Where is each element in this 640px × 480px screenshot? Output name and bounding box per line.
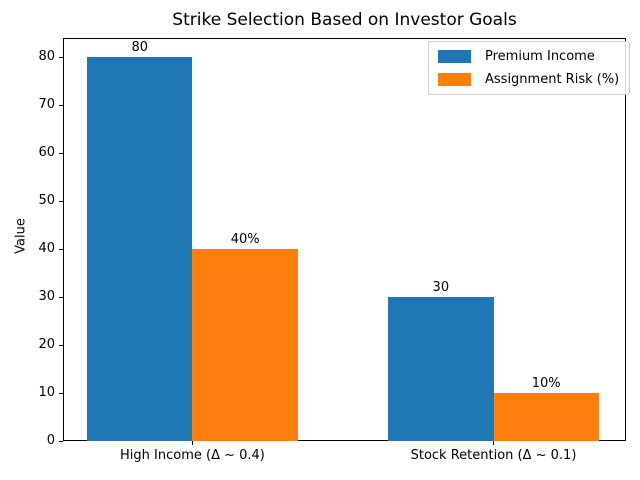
y-tick-label: 10 [38, 385, 55, 401]
bar-value-label: 40% [230, 232, 260, 248]
y-tick-label: 80 [38, 49, 55, 65]
y-tick-label: 30 [38, 289, 55, 305]
x-tick-label: Stock Retention (Δ ~ 0.1) [410, 448, 577, 463]
y-tick-label: 0 [46, 433, 55, 448]
x-tick [493, 441, 495, 445]
y-tick-label: 20 [38, 337, 55, 353]
y-tick [59, 56, 63, 58]
bar [192, 249, 298, 441]
y-tick [59, 152, 63, 154]
y-tick-label: 50 [38, 193, 55, 209]
bar-value-label: 10% [531, 376, 561, 392]
legend-label: Assignment Risk (%) [485, 72, 620, 87]
bar-value-label: 80 [131, 40, 149, 56]
y-tick [59, 248, 63, 250]
y-tick [59, 392, 63, 394]
legend: Premium Income Assignment Risk (%) [428, 41, 631, 95]
x-tick [191, 441, 193, 445]
y-tick-label: 70 [38, 97, 55, 113]
y-tick [59, 104, 63, 106]
x-tick-label: High Income (Δ ~ 0.4) [120, 448, 265, 463]
y-tick-label: 60 [38, 145, 55, 161]
legend-swatch-icon [438, 50, 471, 63]
bar [87, 57, 193, 441]
y-tick [59, 200, 63, 202]
legend-swatch-icon [438, 73, 471, 86]
y-tick [59, 344, 63, 346]
bar [388, 297, 494, 441]
y-tick [59, 296, 63, 298]
y-tick-label: 40 [38, 241, 55, 257]
bar-value-label: 30 [432, 280, 450, 296]
legend-item: Premium Income [438, 49, 619, 64]
chart-title: Strike Selection Based on Investor Goals [172, 10, 517, 30]
legend-label: Premium Income [485, 49, 595, 64]
bar [493, 393, 599, 441]
legend-item: Assignment Risk (%) [438, 72, 619, 87]
y-tick [59, 440, 63, 442]
